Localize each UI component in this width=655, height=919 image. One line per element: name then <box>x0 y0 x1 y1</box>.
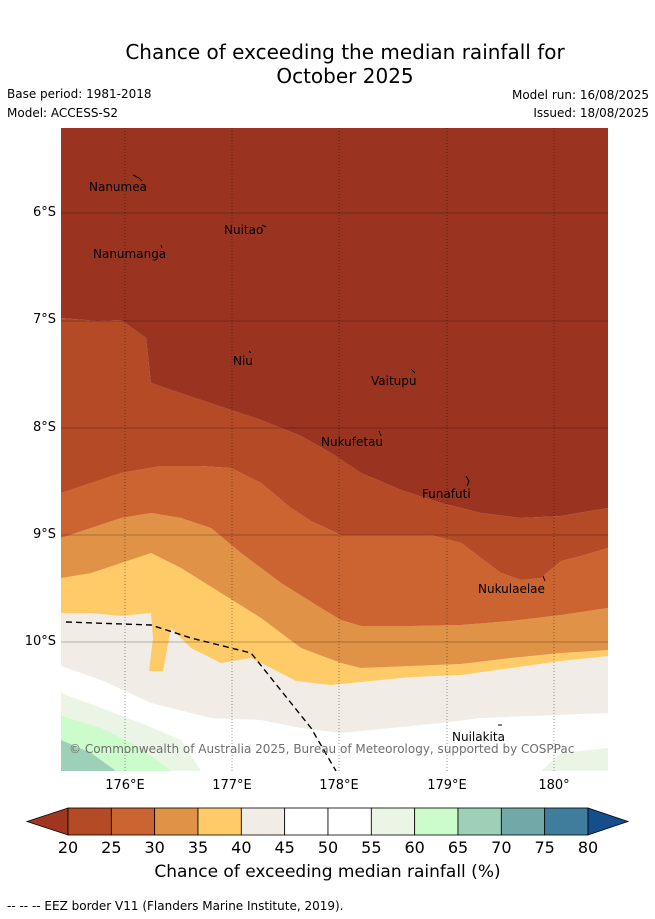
colorbar-cell <box>67 807 112 836</box>
rainfall-map <box>61 128 608 771</box>
model-name: Model: ACCESS-S2 <box>7 106 119 120</box>
band-white <box>61 666 608 771</box>
colorbar-arrow-high <box>587 807 630 836</box>
lat-label-7s: 7°S <box>32 312 56 327</box>
colorbar-cell <box>370 807 416 836</box>
colorbar-tick-label: 50 <box>317 838 339 857</box>
funafuti-island-icon <box>465 475 470 487</box>
nanumea-island-icon <box>132 174 143 182</box>
colorbar-cell <box>240 807 286 836</box>
place-vaitupu: Vaitupu <box>371 374 417 388</box>
base-period: Base period: 1981-2018 <box>7 87 152 101</box>
latitude-lines <box>61 212 608 643</box>
place-nukulaelae: Nukulaelae <box>478 582 545 596</box>
lon-label-178e: 178°E <box>319 778 359 793</box>
colorbar-tick-label: 35 <box>187 838 209 857</box>
eez-border <box>65 621 337 771</box>
colorbar-tick-label: 25 <box>101 838 122 857</box>
colorbar-cell <box>414 807 459 836</box>
lat-label-9s: 9°S <box>32 527 56 542</box>
place-nuitao: Nuitao <box>224 223 264 237</box>
map-area <box>61 128 608 771</box>
islands <box>132 174 546 726</box>
band-dark-orange <box>61 466 608 626</box>
lon-label-180: 180° <box>538 778 570 793</box>
colorbar-label: Chance of exceeding median rainfall (%) <box>154 862 501 882</box>
title-line-1: Chance of exceeding the median rainfall … <box>125 40 565 64</box>
place-funafuti: Funafuti <box>422 487 471 501</box>
colorbar-cell <box>544 807 589 836</box>
lat-label-10s: 10°S <box>24 634 56 649</box>
colorbar-cell <box>110 807 156 836</box>
colorbar-tick-label: 70 <box>491 838 512 857</box>
place-nukufetau: Nukufetau <box>321 435 384 449</box>
colorbar-cell <box>197 807 242 836</box>
copyright-notice: © Commonwealth of Australia 2025, Bureau… <box>69 742 575 756</box>
colorbar-cell <box>500 807 546 836</box>
nukufetau-island-icon <box>378 430 382 437</box>
colorbar-cell <box>327 807 372 836</box>
band-dark-brown <box>61 128 608 518</box>
colorbar-cell <box>457 807 502 836</box>
band-teal <box>61 740 116 771</box>
lat-label-8s: 8°S <box>32 420 56 435</box>
map-title: Chance of exceeding the median rainfall … <box>0 40 655 88</box>
colorbar-cell <box>284 807 329 836</box>
colorbar-tick-label: 30 <box>144 838 165 857</box>
title-line-2: October 2025 <box>276 64 414 88</box>
nukulaelae-island-icon <box>542 575 546 582</box>
colorbar <box>25 807 630 836</box>
band-brown <box>61 318 608 580</box>
colorbar-arrow-low <box>25 807 69 836</box>
colorbar-tick-label: 45 <box>274 838 295 857</box>
place-nanumea: Nanumea <box>89 180 147 194</box>
lon-label-179e: 179°E <box>427 778 467 793</box>
band-orange <box>61 513 608 668</box>
nuitao-island-icon <box>261 224 267 228</box>
lon-label-177e: 177°E <box>212 778 252 793</box>
nanumanga-island-icon <box>160 244 163 249</box>
band-yellow <box>61 553 608 685</box>
model-run: Model run: 16/08/2025 <box>511 88 649 102</box>
lat-label-6s: 6°S <box>32 205 56 220</box>
vaitupu-island-icon <box>410 368 416 374</box>
colorbar-tick-label: 65 <box>447 838 469 857</box>
place-nanumanga: Nanumanga <box>93 247 167 261</box>
colorbar-tick-label: 75 <box>534 838 555 857</box>
niu-island-icon <box>248 350 252 354</box>
colorbar-tick-label: 55 <box>361 838 382 857</box>
colorbar-cell <box>154 807 199 836</box>
colorbar-tick-label: 40 <box>231 838 252 857</box>
longitude-lines <box>124 128 555 771</box>
issued-date: Issued: 18/08/2025 <box>533 106 649 120</box>
band-light-green-right <box>541 748 608 771</box>
colorbar-tick-label: 60 <box>404 838 425 857</box>
eez-note: -- -- -- EEZ border V11 (Flanders Marine… <box>7 899 344 913</box>
colorbar-tick-label: 20 <box>57 838 79 857</box>
place-nuilakita: Nuilakita <box>452 730 505 744</box>
place-niu: Niu <box>233 354 253 368</box>
lon-label-176e: 176°E <box>105 778 145 793</box>
colorbar-tick-label: 80 <box>577 838 599 857</box>
